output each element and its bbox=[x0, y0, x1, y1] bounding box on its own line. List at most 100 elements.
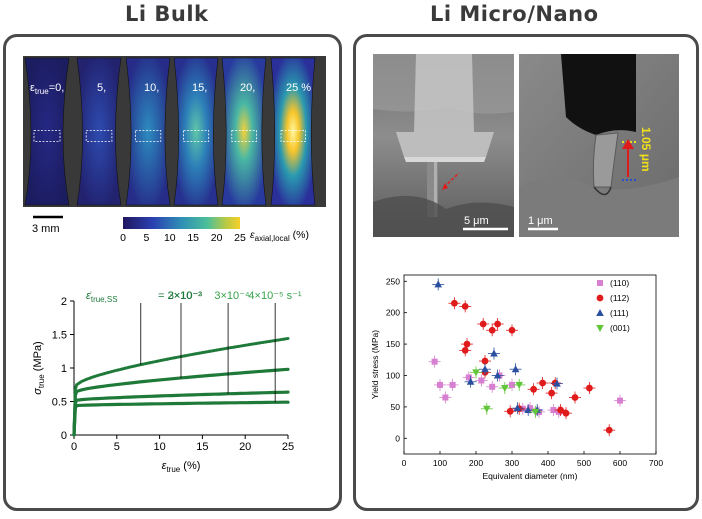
chart2-point-0-3 bbox=[449, 381, 456, 388]
chart1-series-label-0: = 2×10⁻² bbox=[158, 290, 202, 302]
chart1-series-label-3: 4×10⁻⁵ s⁻¹ bbox=[248, 290, 302, 302]
chart2-xtick-2: 200 bbox=[469, 458, 483, 468]
chart2-point-2-0 bbox=[434, 280, 442, 288]
chart2-point-1-18 bbox=[571, 394, 579, 401]
specimen-1 bbox=[76, 57, 122, 206]
chart2-xtick-3: 300 bbox=[505, 458, 519, 468]
chart2-point-1-4 bbox=[479, 320, 487, 328]
chart2-point-1-16 bbox=[557, 406, 564, 414]
chart2-legend-marker-3 bbox=[596, 325, 604, 332]
chart2-point-3-4 bbox=[531, 408, 540, 416]
specimen-0 bbox=[24, 57, 70, 206]
chart1-ytick-4: 2 bbox=[61, 296, 67, 308]
chart2-legend-marker-0 bbox=[597, 280, 603, 286]
chart2-point-1-3 bbox=[461, 346, 469, 354]
strain-label-4: 20, bbox=[240, 82, 255, 94]
colorbar-tick-2: 10 bbox=[164, 232, 176, 244]
gauge-box-2 bbox=[134, 130, 162, 142]
sem-right-scale-label: 1 μm bbox=[528, 215, 553, 227]
chart2-point-0-5 bbox=[478, 377, 485, 384]
yield-stress-chart: 0 100 200 300 400 500 600 700 0 50 100 150 200 250 Equ… bbox=[370, 274, 663, 481]
chart2-point-3-2 bbox=[501, 385, 509, 393]
chart1-xtick-5: 25 bbox=[282, 441, 294, 453]
left-panel-svg: εtrue=0, 5, 10, 15, 20, 25 % 3 mm 0 5 10… bbox=[23, 56, 326, 474]
chart2-point-1-14 bbox=[548, 389, 555, 397]
chart2-xtick-7: 700 bbox=[649, 458, 663, 468]
chart2-point-0-12 bbox=[550, 407, 557, 414]
chart1-xtick-2: 10 bbox=[153, 441, 165, 453]
gauge-box-4 bbox=[231, 130, 258, 142]
sem-image-pillar: 5 μm bbox=[373, 54, 514, 237]
chart2-point-0-0 bbox=[431, 358, 438, 365]
specimen-image bbox=[23, 56, 326, 207]
chart2-point-1-0 bbox=[451, 299, 458, 307]
chart2-xtick-5: 500 bbox=[577, 458, 591, 468]
chart2-legend-label-1: (112) bbox=[610, 293, 629, 303]
chart2-xtick-1: 100 bbox=[433, 458, 447, 468]
chart2-point-1-6 bbox=[494, 320, 501, 328]
chart2-point-0-4 bbox=[465, 374, 472, 381]
chart2-legend-label-2: (111) bbox=[610, 308, 629, 318]
colorbar-label: εaxial,local (%) bbox=[250, 229, 309, 243]
specimen-labels: εtrue=0, 5, 10, 15, 20, 25 % bbox=[30, 82, 311, 96]
chart2-ytick-2: 100 bbox=[386, 370, 400, 380]
chart2-legend-label-0: (110) bbox=[610, 278, 629, 288]
chart2-point-2-5 bbox=[511, 365, 520, 373]
chart2-point-2-9 bbox=[553, 379, 561, 387]
chart2-point-3-0 bbox=[472, 369, 480, 377]
sem-measure-label: 1.05 μm bbox=[639, 127, 653, 172]
colorbar-tick-4: 20 bbox=[211, 232, 223, 244]
colorbar-tick-3: 15 bbox=[187, 232, 199, 244]
chart2-point-1-5 bbox=[488, 326, 496, 334]
chart1-series-2 bbox=[72, 390, 290, 437]
chart2-ylabel: Yield stress (MPa) bbox=[370, 330, 380, 399]
colorbar-tick-1: 5 bbox=[143, 232, 149, 244]
chart2-point-0-14 bbox=[617, 397, 623, 404]
chart2-ytick-4: 200 bbox=[386, 308, 400, 318]
chart1-ytick-3: 1.5 bbox=[52, 330, 67, 342]
chart2-point-1-1 bbox=[461, 303, 469, 310]
colorbar bbox=[123, 217, 240, 229]
chart2-point-1-12 bbox=[530, 385, 537, 393]
chart1-xtick-4: 20 bbox=[239, 441, 251, 453]
chart2-xtick-4: 400 bbox=[541, 458, 555, 468]
chart2-point-1-2 bbox=[463, 340, 471, 348]
chart2-point-1-8 bbox=[481, 357, 489, 365]
chart2-ytick-1: 50 bbox=[391, 402, 401, 412]
chart1-ytick-1: 0.5 bbox=[52, 397, 67, 409]
chart2-point-2-2 bbox=[481, 365, 489, 373]
chart2-point-2-1 bbox=[466, 377, 475, 385]
right-panel-svg: 5 μm 1.05 μm 1 μm 0 100 200 300 400 500 600 700… bbox=[370, 54, 679, 481]
chart2-point-1-20 bbox=[605, 426, 613, 434]
chart2-ytick-5: 250 bbox=[386, 276, 400, 286]
specimen-5 bbox=[270, 57, 316, 206]
chart1-ylabel: σtrue (MPa) bbox=[32, 341, 46, 394]
scale-bar-label: 3 mm bbox=[32, 223, 60, 235]
chart2-point-2-7 bbox=[524, 406, 532, 414]
chart2-ytick-0: 0 bbox=[395, 433, 400, 443]
chart1-series-1 bbox=[72, 367, 290, 437]
chart1-series-label-1: 3×10⁻³ bbox=[168, 290, 203, 302]
specimen-2 bbox=[125, 57, 171, 206]
chart2-legend-label-3: (001) bbox=[610, 323, 630, 333]
sem-image-nanowire: 1.05 μm 1 μm bbox=[519, 54, 679, 237]
strain-label-2: 10, bbox=[144, 82, 159, 94]
chart1-series-label-2: 3×10⁻⁴ bbox=[214, 290, 250, 302]
chart2-point-0-8 bbox=[509, 381, 515, 388]
chart2-legend-marker-2 bbox=[596, 309, 604, 316]
chart2-point-2-3 bbox=[490, 349, 498, 357]
chart2-frame bbox=[403, 274, 657, 455]
chart2-point-3-3 bbox=[515, 381, 523, 389]
chart1-series-0 bbox=[72, 337, 290, 437]
chart2-xtick-6: 600 bbox=[613, 458, 627, 468]
chart1-ytick-0: 0 bbox=[61, 430, 67, 442]
chart2-point-1-10 bbox=[506, 407, 514, 415]
strain-label-1: 5, bbox=[97, 82, 106, 94]
colorbar-ticks: 0 5 10 15 20 25 bbox=[120, 232, 246, 244]
chart1-annotation-prefix: ε̇true,SS bbox=[86, 290, 118, 304]
chart1-xtick-1: 5 bbox=[114, 441, 120, 453]
chart2-point-1-13 bbox=[539, 379, 546, 387]
chart2-xlabel: Equivalent diameter (nm) bbox=[483, 471, 578, 481]
chart1-series-3 bbox=[72, 400, 290, 437]
right-title: Li Micro/Nano bbox=[430, 2, 599, 26]
